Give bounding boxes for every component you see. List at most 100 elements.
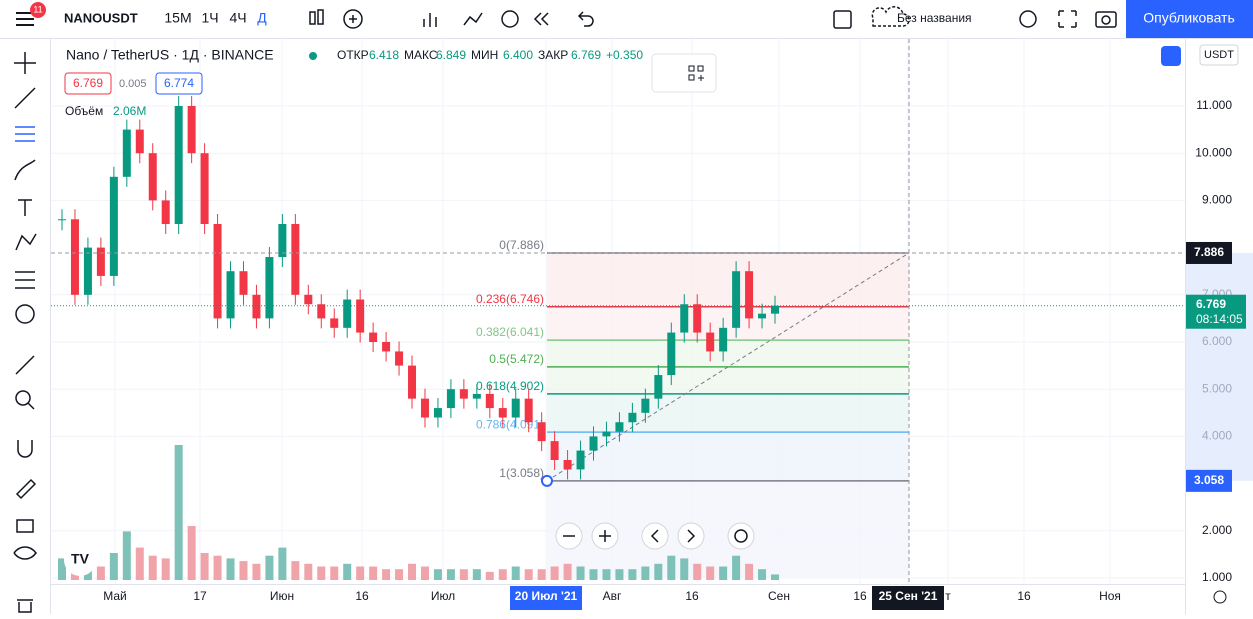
interval[interactable]: Д: [257, 10, 267, 26]
volume-bar: [615, 569, 624, 580]
tv-logo: TV: [64, 544, 96, 576]
volume-bar: [382, 569, 391, 580]
ask-box: [155, 72, 203, 95]
candle: [70, 219, 79, 295]
fib-zone: [547, 252, 909, 307]
ohlc-label: МАКС: [404, 48, 438, 62]
fib-label: 0.618(4.902): [476, 379, 544, 393]
volume-bar: [537, 569, 546, 580]
time-label: Май: [103, 589, 127, 603]
volume-bar: [589, 569, 598, 580]
volume-bar: [472, 569, 481, 580]
volume-bar: [680, 558, 689, 580]
candle: [641, 398, 650, 413]
menu-button[interactable]: [16, 12, 34, 26]
candle: [576, 450, 585, 470]
candle: [239, 271, 248, 295]
time-label: Июн: [270, 589, 294, 603]
candle: [563, 460, 572, 470]
time-label: 16: [853, 589, 867, 603]
volume-bar: [485, 571, 494, 580]
interval[interactable]: 15М: [164, 10, 191, 26]
interval[interactable]: 4Ч: [229, 10, 246, 26]
volume-bar: [96, 566, 105, 580]
ohlc-value: 6.769: [571, 48, 601, 62]
fib-zone: [547, 432, 909, 481]
layout-name[interactable]: Без названия: [897, 11, 972, 25]
candle: [602, 431, 611, 437]
currency-box[interactable]: [1199, 44, 1239, 66]
volume-bar: [628, 569, 637, 580]
candle: [356, 299, 365, 333]
time-highlight: [872, 586, 944, 610]
candle: [459, 389, 468, 399]
candle: [213, 224, 222, 319]
toolbar-icon[interactable]: [688, 65, 704, 81]
toolbar-icons[interactable]: [309, 6, 1117, 29]
scale-button[interactable]: [1161, 46, 1181, 66]
volume-bar: [213, 555, 222, 580]
candle: [161, 200, 170, 224]
volume-bar: [187, 526, 196, 580]
interval[interactable]: 1Ч: [201, 10, 218, 26]
price-tick-label: 9.000: [1202, 193, 1232, 207]
fib-zone: [547, 366, 909, 394]
volume-bar: [174, 445, 183, 580]
volume-bar: [200, 553, 209, 580]
volume-bar: [550, 566, 559, 580]
ohlc-label: ЗАКР: [538, 48, 568, 62]
price-tick-label: 2.000: [1202, 523, 1232, 537]
volume-bar: [745, 563, 754, 580]
candle: [472, 393, 481, 399]
fib-label: 0.236(6.746): [476, 292, 544, 306]
candle: [291, 224, 300, 295]
volume-bar: [161, 558, 170, 580]
time-label: т: [945, 589, 951, 603]
candle: [433, 408, 442, 418]
candle: [654, 375, 663, 399]
publish-button[interactable]: [1126, 0, 1253, 38]
candle: [226, 271, 235, 319]
time-label: 25 Сен '21: [879, 589, 938, 603]
candle: [408, 365, 417, 399]
time-label: 16: [355, 589, 369, 603]
volume-bar: [667, 555, 676, 580]
candle: [369, 332, 378, 342]
candle: [706, 332, 715, 352]
candle: [511, 398, 520, 418]
nav-buttons[interactable]: [555, 522, 755, 550]
volume-bar: [706, 566, 715, 580]
candle: [745, 271, 754, 319]
ohlc-value: 6.849: [436, 48, 466, 62]
volume-bar: [109, 553, 118, 580]
candle: [628, 412, 637, 423]
volume-bar: [408, 563, 417, 580]
candle: [148, 153, 157, 201]
candle: [278, 224, 287, 258]
volume-bar: [563, 563, 572, 580]
candle: [771, 305, 779, 314]
candle: [524, 398, 533, 423]
left-toolbar[interactable]: [13, 52, 37, 613]
time-label: Ноя: [1099, 589, 1121, 603]
drawing-toolbar[interactable]: [651, 53, 717, 93]
volume-bar: [58, 558, 66, 580]
volume-bar: [278, 547, 287, 580]
candle: [667, 332, 676, 376]
fib-label: 0(7.886): [499, 238, 544, 252]
candle: [395, 351, 404, 366]
badge: [30, 2, 46, 18]
volume-bar: [420, 566, 429, 580]
symbol[interactable]: NANOUSDT: [64, 10, 138, 25]
settings[interactable]: [1213, 590, 1227, 604]
anchor[interactable]: [541, 474, 553, 487]
badge-count: 11: [33, 4, 42, 14]
volume-bar: [433, 569, 442, 580]
volume-bar: [576, 566, 585, 580]
volume-bar: [758, 569, 767, 580]
volume-bar: [356, 566, 365, 580]
volume-bar: [511, 566, 520, 580]
candle: [122, 129, 131, 177]
volume-bar: [265, 555, 274, 580]
